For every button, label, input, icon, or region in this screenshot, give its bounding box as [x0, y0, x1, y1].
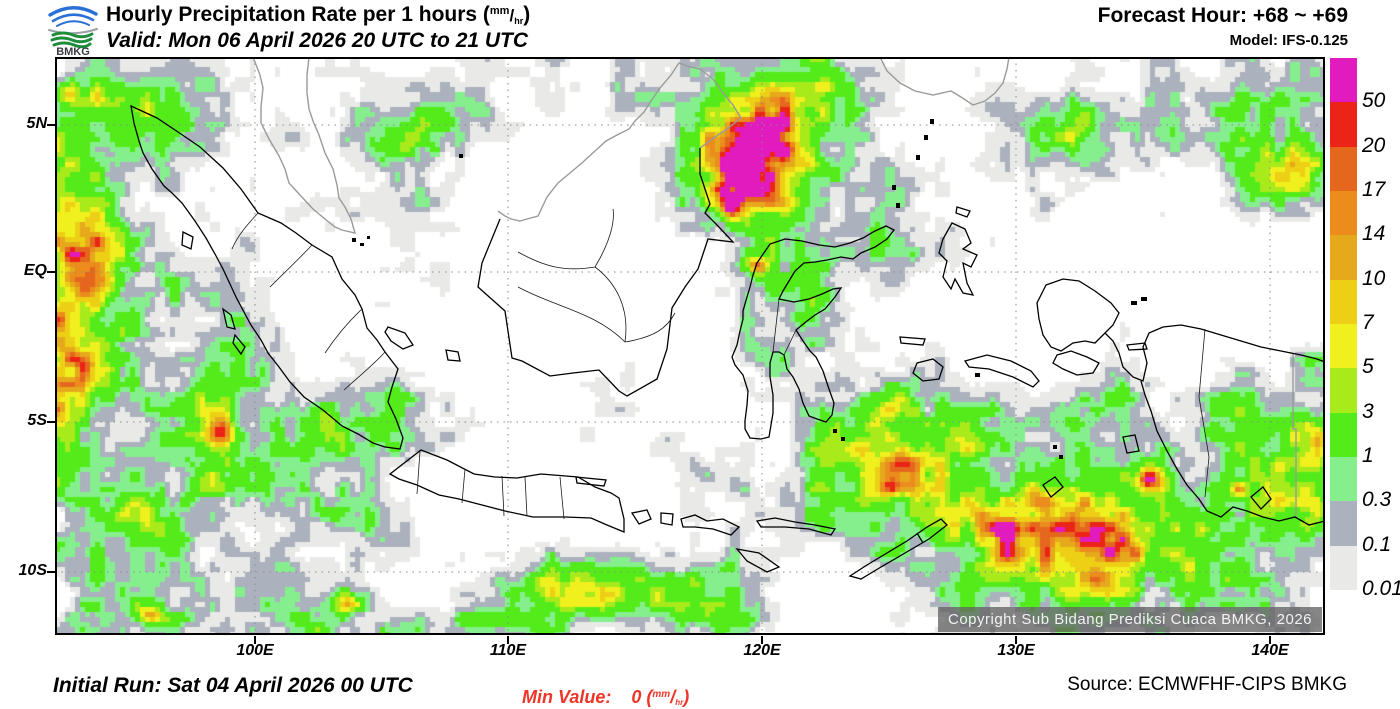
- legend-segment: [1330, 58, 1357, 103]
- bmkg-logo: BMKG: [44, 1, 104, 58]
- precipitation-map: Copyright Sub Bidang Prediksi Cuaca BMKG…: [55, 57, 1325, 635]
- legend-segment: [1330, 545, 1357, 590]
- title-close-paren: ): [523, 3, 531, 26]
- minmax-values: Min Value: 0 (mm/hr) | Max Value: 19 (mm…: [502, 666, 703, 709]
- validity-text: Valid: Mon 06 April 2026 20 UTC to 21 UT…: [106, 29, 529, 52]
- min-unit-hr: hr: [675, 698, 684, 707]
- legend-segment: [1330, 190, 1357, 236]
- legend-label-20: 20: [1362, 133, 1386, 157]
- lat-tick: [47, 271, 55, 273]
- province-borders: [231, 208, 1210, 520]
- lon-label-120E: 120E: [743, 642, 781, 659]
- small-islands: [352, 119, 1147, 459]
- legend-segment: [1330, 323, 1357, 369]
- legend: [1330, 58, 1357, 590]
- legend-segment: [1330, 501, 1357, 546]
- lon-tick: [761, 636, 763, 644]
- legend-segment: [1330, 102, 1357, 147]
- lat-label-10S: 10S: [18, 562, 47, 579]
- precipitation-field: [55, 57, 1325, 635]
- copyright-overlay: Copyright Sub Bidang Prediksi Cuaca BMKG…: [937, 607, 1322, 632]
- legend-segment: [1330, 146, 1357, 191]
- legend-label-3: 3: [1362, 399, 1374, 423]
- lon-label-110E: 110E: [489, 642, 527, 659]
- title-unit-slash: /: [509, 6, 515, 25]
- legend-label-0.3: 0.3: [1362, 488, 1392, 512]
- legend-label-14: 14: [1362, 222, 1386, 246]
- legend-label-5: 5: [1362, 355, 1374, 379]
- bmkg-logo-icon: BMKG: [48, 6, 98, 58]
- legend-segment: [1330, 235, 1357, 280]
- bmkg-logo-text: BMKG: [56, 46, 90, 57]
- lon-label-130E: 130E: [997, 642, 1035, 659]
- lon-tick: [1015, 636, 1017, 644]
- lat-label-EQ: EQ: [23, 262, 47, 279]
- legend-label-50: 50: [1362, 89, 1386, 113]
- min-value: 0: [631, 687, 642, 707]
- legend-label-10: 10: [1362, 266, 1386, 290]
- coastlines-overlay: [55, 57, 1325, 635]
- lon-tick: [1269, 636, 1271, 644]
- legend-label-0.01: 0.01: [1362, 577, 1400, 600]
- title-unit-hr: hr: [514, 16, 524, 26]
- lat-tick: [47, 124, 55, 126]
- initial-run-text: Initial Run: Sat 04 April 2026 00 UTC: [53, 674, 413, 697]
- legend-segment: [1330, 412, 1357, 457]
- title-text: Hourly Precipitation Rate per 1 hours (: [106, 3, 490, 26]
- legend-label-1: 1: [1362, 444, 1374, 467]
- source-text: Source: ECMWFHF-CIPS BMKG: [1067, 674, 1347, 695]
- lat-tick: [47, 421, 55, 423]
- legend-segment: [1330, 279, 1357, 324]
- lon-tick: [254, 636, 256, 644]
- indonesia-coastlines: [130, 104, 1325, 580]
- min-label: Min Value:: [522, 687, 612, 707]
- lat-label-5N: 5N: [26, 115, 47, 132]
- foreign-coastlines: [252, 57, 1297, 517]
- title-unit-mm: mm: [489, 5, 510, 17]
- graticule: [55, 57, 1325, 635]
- lon-label-100E: 100E: [236, 642, 274, 659]
- lat-tick: [47, 571, 55, 573]
- forecast-hour-text: Forecast Hour: +68 ~ +69: [1097, 4, 1348, 27]
- lat-label-5S: 5S: [27, 412, 47, 429]
- legend-label-7: 7: [1362, 311, 1374, 334]
- min-unit-slash: /: [670, 687, 676, 707]
- lon-tick: [507, 636, 509, 644]
- legend-label-0.1: 0.1: [1362, 532, 1392, 556]
- lon-label-140E: 140E: [1251, 642, 1289, 659]
- legend-label-17: 17: [1362, 178, 1386, 201]
- min-value-group: Min Value: 0 (mm/hr): [522, 687, 690, 707]
- page-title: Hourly Precipitation Rate per 1 hours (m…: [106, 3, 530, 27]
- model-text: Model: IFS-0.125: [1229, 32, 1348, 49]
- legend-segment: [1330, 368, 1357, 413]
- legend-segment: [1330, 456, 1357, 502]
- min-unit-mm: mm: [652, 689, 671, 700]
